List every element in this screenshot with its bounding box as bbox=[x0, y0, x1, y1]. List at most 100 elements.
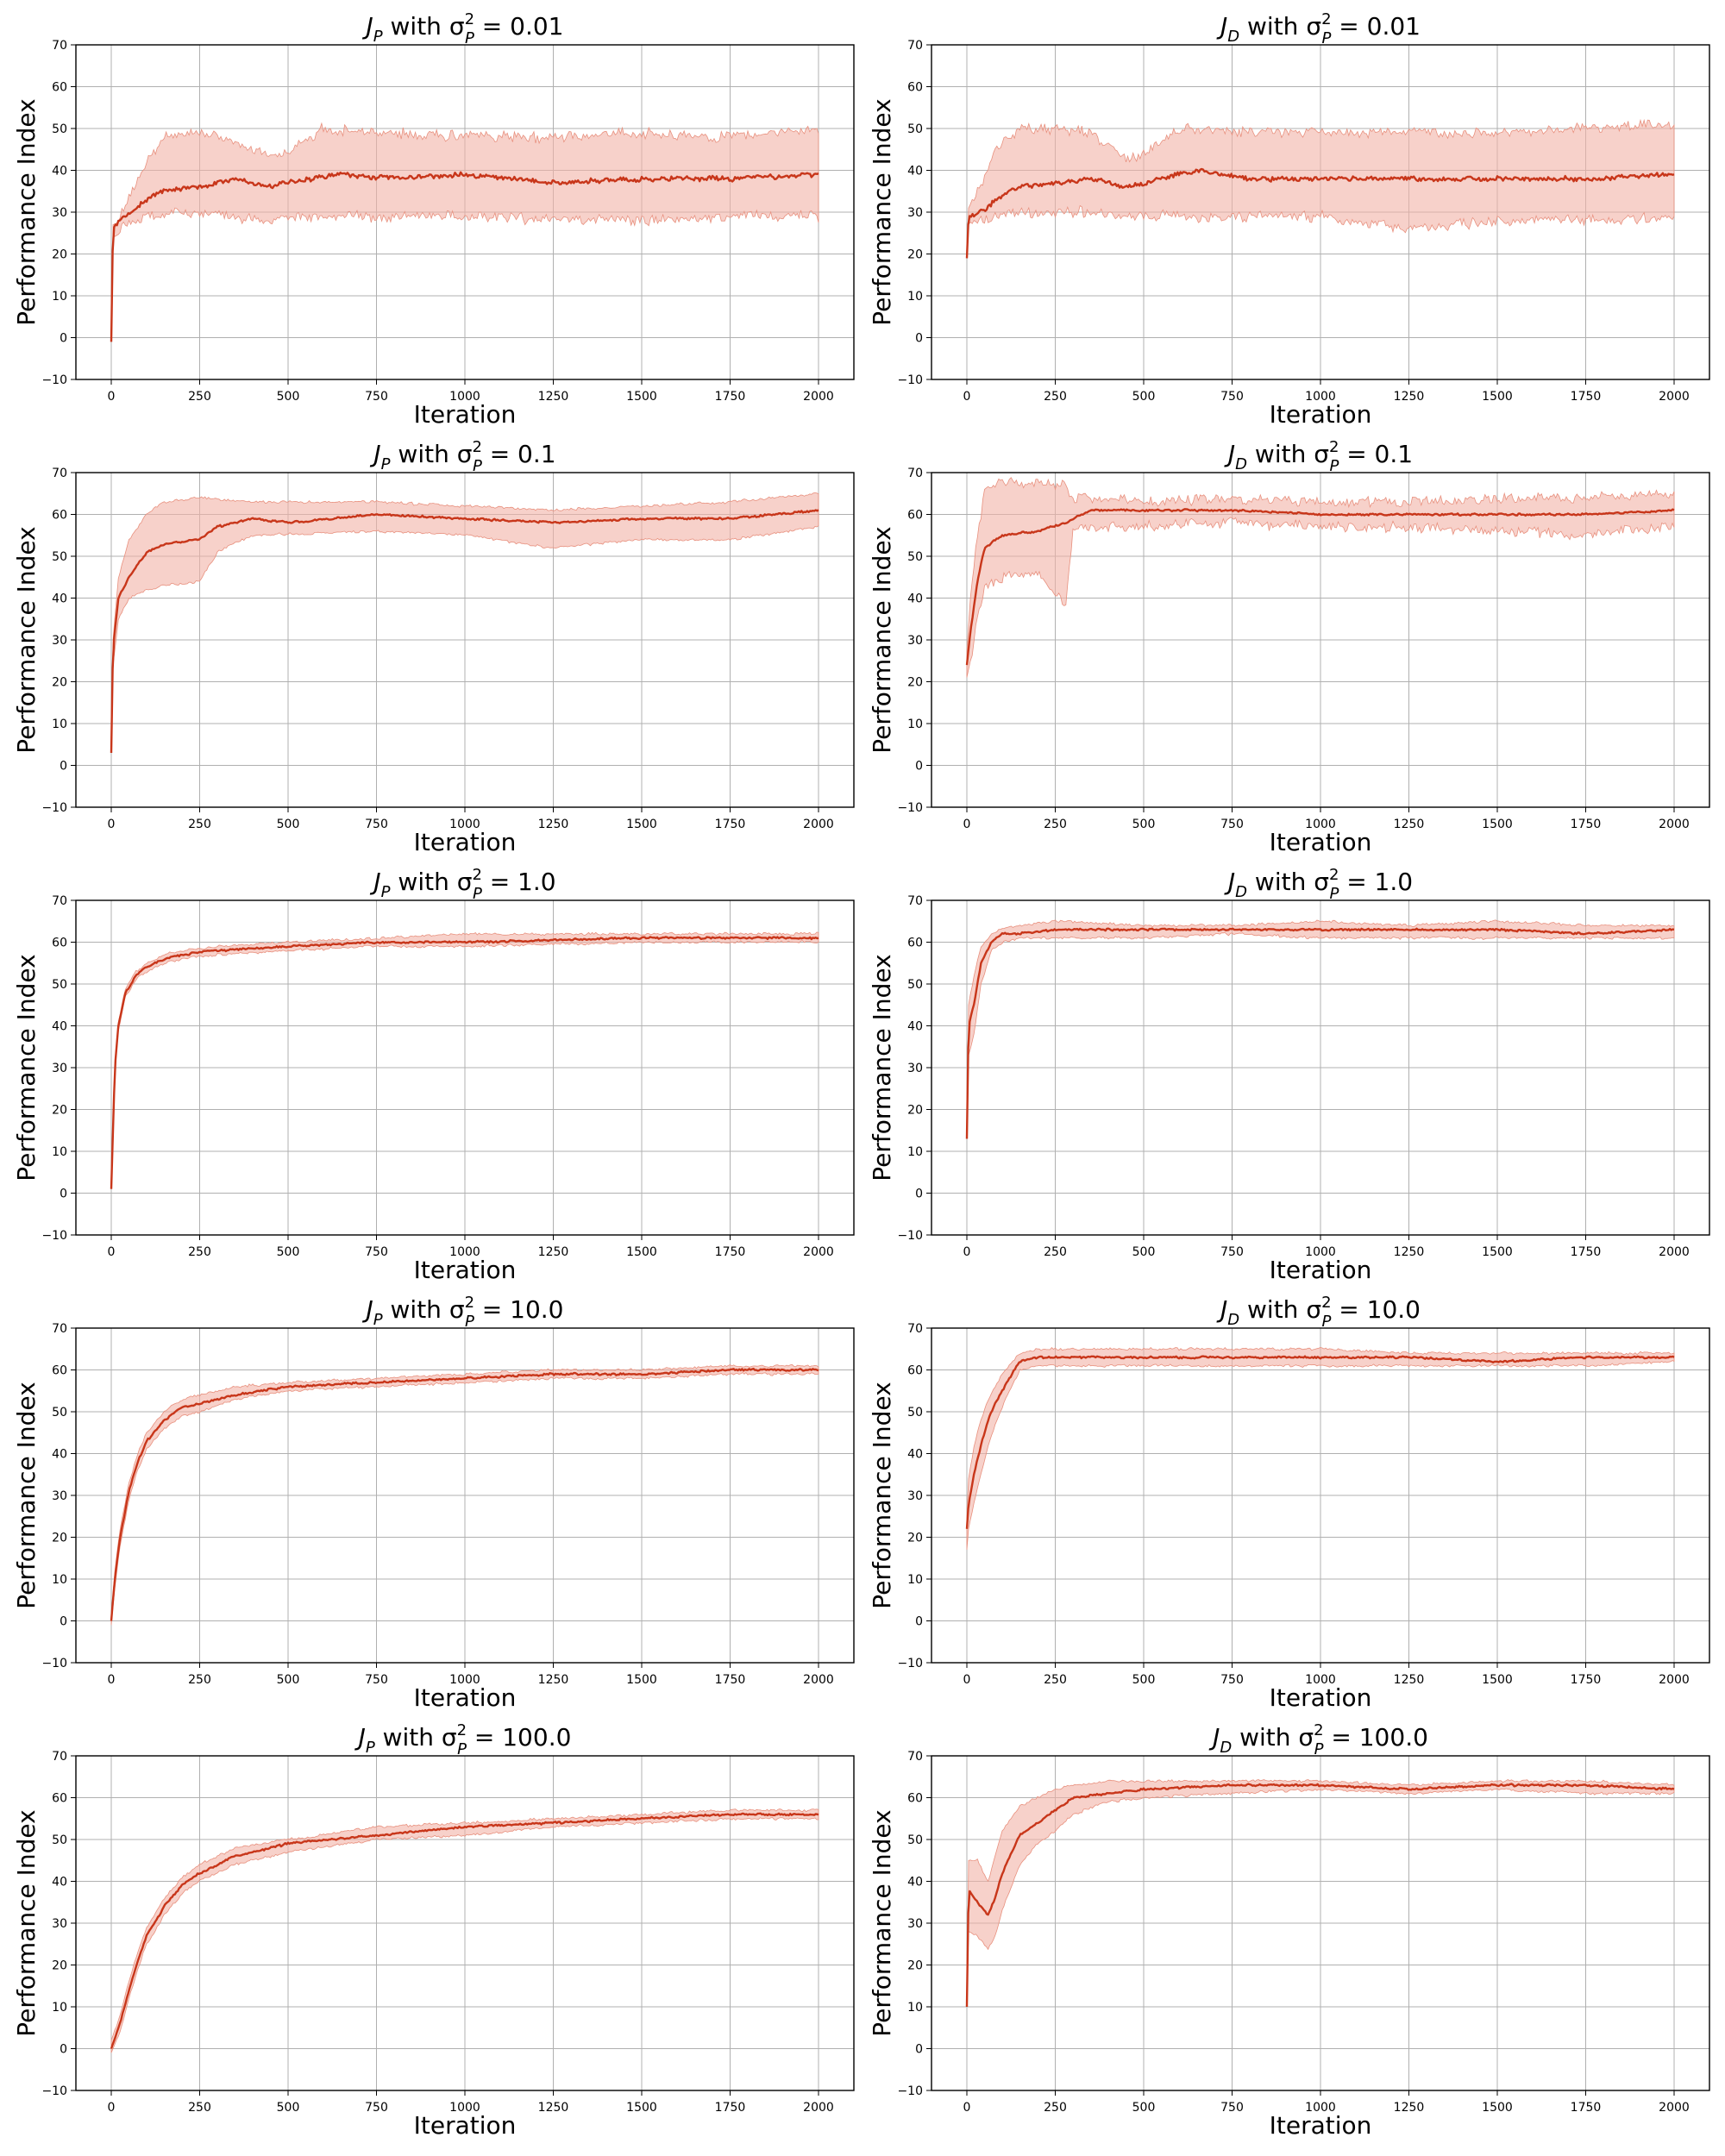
subplot-p010: 0 250 500 750 1000 1250 1500 1750 2000 −10 0 10 20 30… bbox=[868, 1721, 1710, 2140]
x-tick-label: 1750 bbox=[715, 2101, 746, 2115]
x-tick-label: 250 bbox=[188, 390, 211, 404]
y-tick-label: 70 bbox=[52, 1322, 67, 1336]
x-tick-label: 500 bbox=[277, 1245, 300, 1259]
x-tick-label: 0 bbox=[963, 1245, 971, 1259]
y-tick-label: 50 bbox=[907, 1833, 923, 1847]
subplot-p007: 0 250 500 750 1000 1250 1500 1750 2000 −10 0 10 20 30… bbox=[12, 1294, 855, 1712]
x-tick-label: 250 bbox=[1044, 1673, 1067, 1687]
subplot-title: JD with σ2 P = 10.0 bbox=[1216, 1294, 1421, 1331]
y-tick-label: 20 bbox=[52, 248, 67, 262]
y-tick-label: 20 bbox=[907, 248, 923, 262]
y-tick-label: 10 bbox=[907, 718, 923, 731]
x-tick-label: 1250 bbox=[1394, 2101, 1425, 2115]
y-axis-label: Performance Index bbox=[12, 954, 41, 1181]
confidence-band bbox=[110, 1363, 819, 1626]
x-tick-label: 750 bbox=[365, 818, 388, 831]
x-tick-label: 1000 bbox=[1305, 1673, 1336, 1687]
y-tick-label: 20 bbox=[907, 1959, 923, 1973]
mean-line bbox=[965, 1783, 1675, 2008]
y-axis-label: Performance Index bbox=[12, 98, 41, 325]
y-tick-label: −10 bbox=[897, 1229, 923, 1243]
y-tick-label: 30 bbox=[907, 634, 923, 648]
x-tick-label: 750 bbox=[1220, 1673, 1244, 1687]
x-tick-label: 1500 bbox=[1482, 1673, 1513, 1687]
x-tick-label: 1000 bbox=[449, 1245, 480, 1259]
y-tick-label: 70 bbox=[52, 467, 67, 480]
y-tick-label: 70 bbox=[52, 39, 67, 53]
y-tick-label: 60 bbox=[907, 937, 923, 950]
subplot-title: JP with σ2 P = 1.0 bbox=[369, 866, 555, 903]
x-tick-label: 1750 bbox=[715, 818, 746, 831]
subplot-title: JD with σ2 P = 0.01 bbox=[1216, 10, 1421, 47]
y-tick-label: −10 bbox=[41, 2084, 67, 2098]
subplot-p003: 0 250 500 750 1000 1250 1500 1750 2000 −10 0 10 20 30… bbox=[12, 438, 855, 856]
y-tick-label: 0 bbox=[60, 1615, 67, 1629]
y-tick-label: 10 bbox=[52, 1145, 67, 1159]
x-tick-label: 2000 bbox=[1659, 1245, 1690, 1259]
mean-line bbox=[965, 927, 1675, 1139]
y-tick-label: 10 bbox=[52, 1573, 67, 1587]
y-tick-label: 70 bbox=[52, 1750, 67, 1764]
y-tick-label: 40 bbox=[907, 1020, 923, 1034]
x-tick-label: 750 bbox=[365, 1245, 388, 1259]
x-tick-label: 750 bbox=[1220, 1245, 1244, 1259]
confidence-band bbox=[110, 1808, 819, 2053]
x-tick-label: 1000 bbox=[449, 2101, 480, 2115]
y-tick-label: −10 bbox=[41, 801, 67, 815]
x-tick-label: 0 bbox=[108, 2101, 116, 2115]
x-tick-label: 750 bbox=[1220, 390, 1244, 404]
subplot-title: JD with σ2 P = 1.0 bbox=[1224, 866, 1413, 903]
y-tick-label: 40 bbox=[907, 1448, 923, 1462]
x-tick-label: 500 bbox=[277, 390, 300, 404]
y-tick-label: 50 bbox=[907, 978, 923, 992]
y-tick-label: 70 bbox=[907, 1750, 923, 1764]
x-tick-label: 1750 bbox=[715, 1673, 746, 1687]
x-tick-label: 750 bbox=[1220, 2101, 1244, 2115]
x-tick-label: 1750 bbox=[1571, 2101, 1602, 2115]
x-tick-label: 1250 bbox=[1394, 1245, 1425, 1259]
y-tick-label: 0 bbox=[60, 332, 67, 346]
x-tick-label: 1000 bbox=[449, 818, 480, 831]
y-tick-label: 10 bbox=[52, 2001, 67, 2015]
x-tick-label: 0 bbox=[963, 2101, 971, 2115]
y-tick-label: 0 bbox=[915, 1188, 923, 1201]
y-tick-label: 10 bbox=[907, 290, 923, 304]
y-tick-label: 30 bbox=[52, 206, 67, 220]
x-tick-label: 2000 bbox=[803, 1245, 834, 1259]
x-tick-label: 2000 bbox=[803, 818, 834, 831]
mean-line bbox=[110, 171, 819, 342]
y-tick-label: 20 bbox=[907, 676, 923, 690]
x-tick-label: 0 bbox=[108, 1673, 116, 1687]
y-tick-label: 50 bbox=[52, 978, 67, 992]
y-tick-label: 70 bbox=[52, 894, 67, 908]
subplot-p001: 0 250 500 750 1000 1250 1500 1750 2000 −10 0 10 20 30… bbox=[12, 10, 855, 429]
x-tick-label: 2000 bbox=[803, 2101, 834, 2115]
y-tick-label: 60 bbox=[52, 937, 67, 950]
x-tick-label: 750 bbox=[365, 2101, 388, 2115]
x-tick-label: 0 bbox=[108, 818, 116, 831]
subplot-p009: 0 250 500 750 1000 1250 1500 1750 2000 −10 0 10 20 30… bbox=[12, 1721, 855, 2140]
y-tick-label: 60 bbox=[907, 509, 923, 523]
x-tick-label: 1250 bbox=[538, 2101, 569, 2115]
y-tick-label: 50 bbox=[907, 1406, 923, 1420]
x-tick-label: 1750 bbox=[1571, 818, 1602, 831]
x-tick-label: 250 bbox=[1044, 2101, 1067, 2115]
x-tick-label: 1250 bbox=[538, 1245, 569, 1259]
x-axis-label: Iteration bbox=[414, 828, 517, 856]
mean-line bbox=[965, 1355, 1675, 1529]
y-tick-label: 0 bbox=[915, 2043, 923, 2057]
y-axis-label: Performance Index bbox=[12, 1809, 41, 2036]
x-tick-label: 0 bbox=[963, 390, 971, 404]
x-tick-label: 250 bbox=[1044, 390, 1067, 404]
y-tick-label: 30 bbox=[52, 1489, 67, 1503]
mean-line bbox=[110, 1812, 819, 2049]
x-tick-label: 1500 bbox=[1482, 1245, 1513, 1259]
y-tick-label: −10 bbox=[897, 2084, 923, 2098]
y-axis-label: Performance Index bbox=[868, 98, 896, 325]
confidence-band bbox=[966, 919, 1675, 1139]
y-axis-label: Performance Index bbox=[12, 526, 41, 753]
x-tick-label: 1000 bbox=[1305, 1245, 1336, 1259]
subplot-title: JP with σ2 P = 100.0 bbox=[354, 1721, 572, 1758]
y-tick-label: 50 bbox=[907, 122, 923, 136]
x-tick-label: 750 bbox=[365, 1673, 388, 1687]
